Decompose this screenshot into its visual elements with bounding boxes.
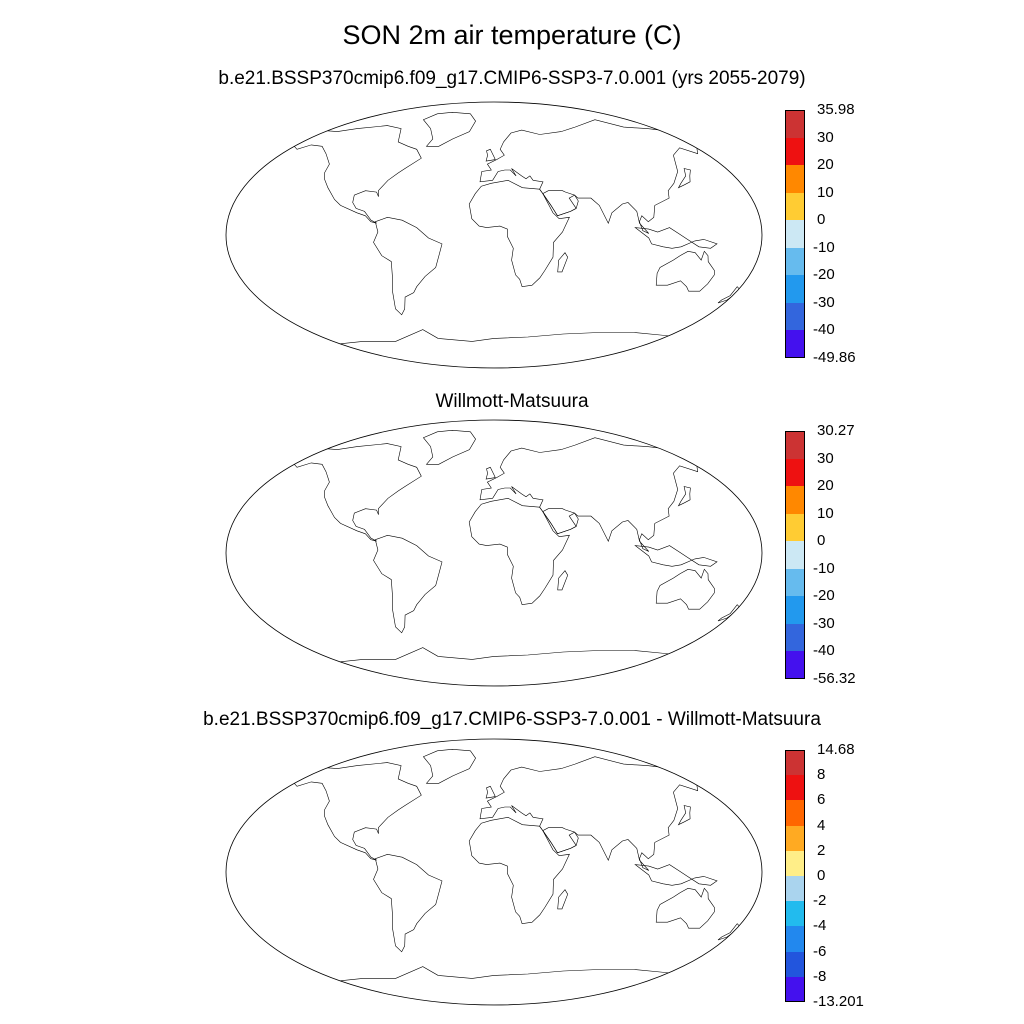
colorbar-2-tick-label: 0 <box>817 532 826 550</box>
colorbar-1-tick-label: 35.98 <box>817 101 855 118</box>
map-border <box>225 101 763 369</box>
colorbar-1-tick-label: -10 <box>813 238 835 256</box>
colorbar-1-tick-label: 10 <box>817 183 834 201</box>
colorbar-3-tick-label: 6 <box>817 791 826 809</box>
colorbar-2-tick-label: 30.27 <box>817 422 855 439</box>
colorbar-3-tick-label: -8 <box>813 967 827 985</box>
colorbar-2-tick-label: -40 <box>813 642 835 660</box>
colorbar-3-tick-label: -2 <box>813 892 827 910</box>
map-background <box>226 420 762 686</box>
colorbar-3-tick-label: -6 <box>813 942 827 960</box>
panel-3-title: b.e21.BSSP370cmip6.f09_g17.CMIP6-SSP3-7.… <box>203 709 821 730</box>
map-panel-3 <box>225 738 763 1006</box>
colorbar-1 <box>785 110 805 358</box>
map-background <box>226 739 762 1005</box>
panel-2-title: Willmott-Matsuura <box>435 391 589 412</box>
colorbar-3-tick-label: 2 <box>817 841 826 859</box>
colorbar-2-tick-label: 30 <box>817 449 834 467</box>
colorbar-2-tick-label: -10 <box>813 559 835 577</box>
colorbar-3-tick-label: 14.68 <box>817 741 855 758</box>
colorbar-2-tick-label: -56.32 <box>813 670 856 687</box>
colorbar-1-tick-label: -30 <box>813 293 835 311</box>
colorbar-2-tick-label: -20 <box>813 587 835 605</box>
colorbar-1-tick-label: -49.86 <box>813 349 856 366</box>
colorbar-3-tick-label: -4 <box>813 917 827 935</box>
colorbar-2-tick-label: -30 <box>813 614 835 632</box>
colorbar-3-tick-label: 8 <box>817 766 826 784</box>
colorbar-3-tick-label: -13.201 <box>813 993 864 1010</box>
colorbar-1-tick-label: 0 <box>817 211 826 229</box>
map-panel-1 <box>225 101 763 369</box>
colorbar-3-frame <box>785 750 805 1002</box>
colorbar-2-tick-label: 20 <box>817 477 834 495</box>
colorbar-1-tick-label: 30 <box>817 128 834 146</box>
colorbar-2-tick-label: 10 <box>817 504 834 522</box>
colorbar-3-tick-label: 4 <box>817 816 826 834</box>
colorbar-3 <box>785 750 805 1002</box>
colorbar-1-tick-label: -20 <box>813 266 835 284</box>
map-panel-2 <box>225 419 763 687</box>
colorbar-1-tick-label: -40 <box>813 321 835 339</box>
colorbar-3-tick-label: 0 <box>817 867 826 884</box>
colorbar-2 <box>785 431 805 679</box>
panel-1-title: b.e21.BSSP370cmip6.f09_g17.CMIP6-SSP3-7.… <box>218 68 806 89</box>
colorbar-2-frame <box>785 431 805 679</box>
map-border <box>225 419 763 687</box>
colorbar-1-frame <box>785 110 805 358</box>
map-border <box>225 738 763 1006</box>
map-background <box>226 102 762 368</box>
colorbar-1-tick-label: 20 <box>817 156 834 174</box>
figure-title: SON 2m air temperature (C) <box>342 20 682 50</box>
